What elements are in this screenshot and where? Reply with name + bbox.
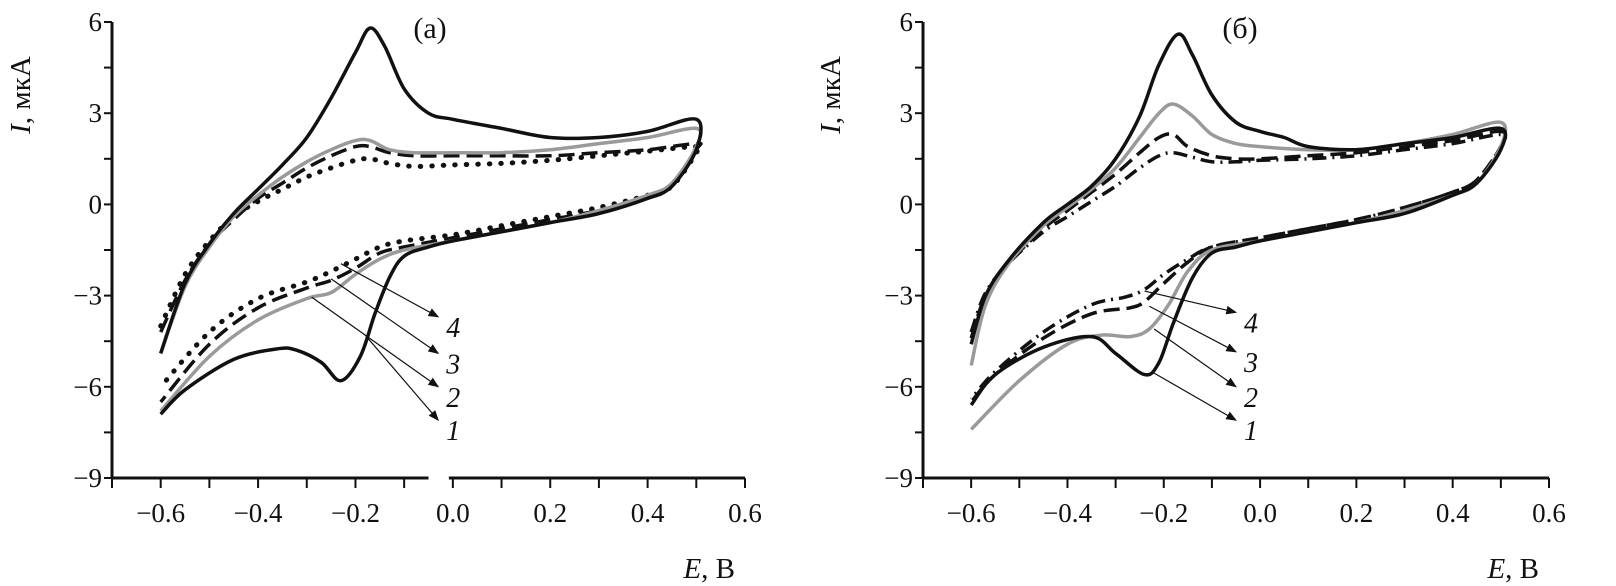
annotation-arrow-3 [1149,305,1237,353]
x-tick-label: −0.6 [947,498,996,528]
x-tick-label: 0.4 [1436,498,1470,528]
curve-label-3: 3 [1243,348,1258,379]
y-tick-label: 6 [89,7,103,37]
annotation-arrow-3 [330,278,440,354]
x-tick-label: 0.6 [728,498,762,528]
y-tick-label: −9 [884,463,913,493]
curve-label-4: 4 [1244,308,1258,339]
curve-4 [158,144,704,390]
curve-4 [969,132,1508,401]
x-axis-label-unit: , В [1505,553,1539,585]
curve-label-1: 1 [1244,416,1258,447]
panel-a: −0.6 −0.4 −0.2 0.0 0.2 0.4 0.6 6 3 0 −3 −6 −9 (а) I, м… [5,7,762,585]
x-axis-label: E, В [1486,553,1539,585]
x-axis-label-var: E [682,553,701,585]
x-tick-label: 0.0 [436,498,470,528]
x-tick-label: −0.4 [234,498,283,528]
curve-label-1: 1 [446,416,460,447]
x-tick-label: 0.2 [1340,498,1374,528]
y-axis-label-unit: , мкА [5,56,37,124]
annotation-arrow-1 [1153,372,1237,421]
x-axis-label-unit: , В [701,553,735,585]
y-tick-label: −9 [73,463,102,493]
curve-label-2: 2 [446,383,460,414]
curve-label-3: 3 [445,349,460,380]
x-tick-label: −0.6 [136,498,185,528]
x-axis-label-var: E [1486,553,1505,585]
y-tick-label: −3 [884,281,913,311]
curve-1 [969,32,1508,407]
curve-label-2: 2 [1244,383,1258,414]
curve-2 [159,126,703,413]
y-tick-label: 3 [900,98,914,128]
curve-3 [969,129,1508,404]
annotation-arrow-4 [1144,290,1238,315]
y-axis-label-unit: , мкА [815,56,847,124]
x-tick-label: −0.2 [1139,498,1188,528]
panel-b: −0.6 −0.4 −0.2 0.0 0.2 0.4 0.6 6 3 0 −3 −6 −9 (б) I, м… [815,7,1566,585]
curve-2 [969,102,1508,431]
y-tick-label: −6 [884,372,913,402]
y-axis-label: I, мкА [5,56,37,135]
y-axis-label: I, мкА [815,56,847,135]
x-tick-label: 0.6 [1532,498,1566,528]
x-tick-label: −0.4 [1043,498,1092,528]
y-axis-label-var: I [5,123,37,135]
y-tick-label: −6 [73,372,102,402]
y-tick-label: −3 [73,281,102,311]
x-tick-label: −0.2 [331,498,380,528]
curve-3 [159,141,703,404]
y-tick-label: 6 [900,7,914,37]
annotation-arrow-4 [340,263,440,318]
annotation-arrow-1 [364,334,439,422]
x-tick-label: 0.2 [533,498,567,528]
y-tick-label: 3 [89,98,103,128]
panel-title: (а) [413,12,446,45]
x-axis-label: E, В [682,553,735,585]
y-axis-label-var: I [815,123,847,135]
curve-1 [159,26,703,416]
annotation-arrow-2 [1153,328,1237,388]
x-tick-label: 0.4 [631,498,665,528]
y-tick-label: 0 [89,189,103,219]
y-tick-label: 0 [900,189,914,219]
annotation-arrow-2 [311,296,440,388]
x-tick-label: 0.0 [1243,498,1277,528]
panel-title: (б) [1222,12,1257,45]
curve-label-4: 4 [446,313,460,344]
